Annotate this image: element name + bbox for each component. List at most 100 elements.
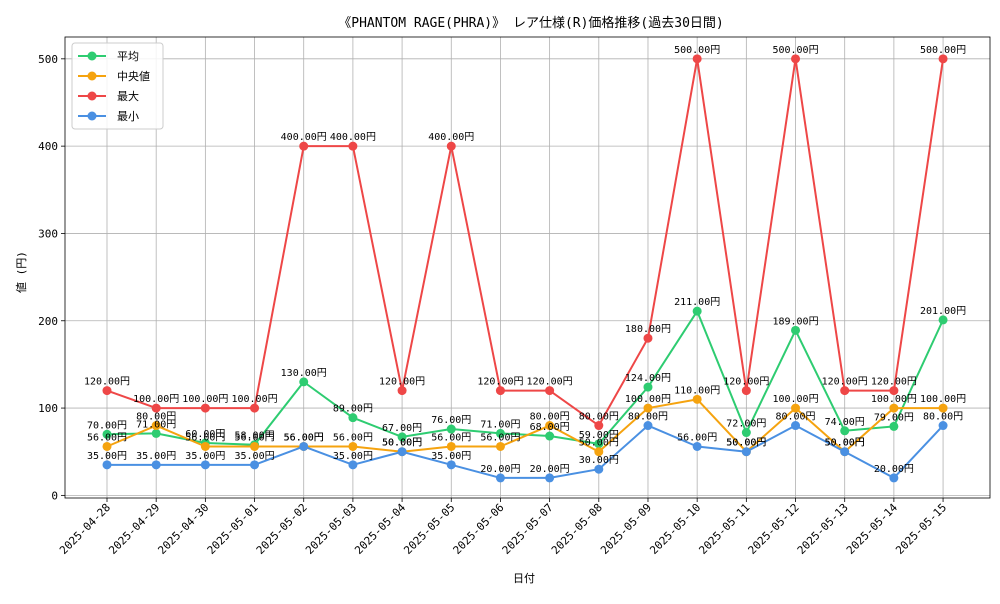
data-point <box>889 473 899 483</box>
data-point <box>741 386 751 396</box>
data-label: 70.00円 <box>87 420 127 431</box>
data-label: 89.00円 <box>333 404 373 415</box>
data-label: 400.00円 <box>428 132 474 143</box>
data-label: 80.00円 <box>530 412 570 423</box>
legend-item: 最大 <box>78 89 139 103</box>
data-label: 20.00円 <box>874 464 914 475</box>
data-label: 400.00円 <box>330 132 376 143</box>
data-label: 130.00円 <box>281 368 327 379</box>
data-label: 500.00円 <box>920 45 966 56</box>
data-point <box>299 377 309 387</box>
data-point <box>594 439 604 449</box>
data-point <box>397 447 407 457</box>
y-tick-label: 200 <box>38 315 58 328</box>
data-point <box>594 447 604 457</box>
data-label: 120.00円 <box>723 377 769 388</box>
data-point <box>938 421 948 431</box>
series-line <box>106 310 944 446</box>
legend-item: 中央値 <box>78 70 150 83</box>
data-point <box>151 421 161 431</box>
series-2 <box>102 54 948 431</box>
data-label: 400.00円 <box>281 132 327 143</box>
data-point <box>446 460 456 470</box>
legend-marker <box>87 91 97 101</box>
data-point <box>102 460 112 470</box>
data-point <box>545 473 555 483</box>
series-group <box>102 54 948 483</box>
data-point <box>348 413 358 423</box>
data-point <box>102 429 112 439</box>
y-tick-label: 100 <box>38 402 58 415</box>
data-label: 100.00円 <box>625 394 671 405</box>
legend-label: 平均 <box>117 50 139 63</box>
y-tick-label: 400 <box>38 140 58 153</box>
series-3 <box>102 421 948 483</box>
data-label: 79.00円 <box>874 412 914 423</box>
data-point <box>840 447 850 457</box>
data-point <box>741 447 751 457</box>
data-point <box>495 473 505 483</box>
data-label: 35.00円 <box>234 451 274 462</box>
data-point <box>348 141 358 151</box>
x-axis-label: 日付 <box>513 572 535 585</box>
data-point <box>250 403 260 413</box>
data-label: 50.00円 <box>382 438 422 449</box>
legend-marker <box>87 71 97 81</box>
data-point <box>151 460 161 470</box>
data-point <box>938 54 948 64</box>
data-point <box>200 460 210 470</box>
data-point <box>495 386 505 396</box>
data-label: 20.00円 <box>530 464 570 475</box>
data-point <box>397 432 407 442</box>
data-label: 56.00円 <box>284 432 324 443</box>
data-point <box>299 141 309 151</box>
data-label: 74.00円 <box>825 417 865 428</box>
data-label: 120.00円 <box>84 377 130 388</box>
data-label: 35.00円 <box>333 451 373 462</box>
data-point <box>545 421 555 431</box>
data-point <box>446 441 456 451</box>
data-point <box>250 441 260 451</box>
data-label: 59.00円 <box>579 430 619 441</box>
data-point <box>250 460 260 470</box>
data-point <box>495 441 505 451</box>
data-label: 120.00円 <box>527 377 573 388</box>
data-label: 56.00円 <box>480 432 520 443</box>
data-label: 180.00円 <box>625 324 671 335</box>
data-point <box>643 333 653 343</box>
data-point <box>938 403 948 413</box>
series-line <box>107 424 944 479</box>
data-point <box>692 441 702 451</box>
data-label: 56.00円 <box>234 432 274 443</box>
data-point <box>643 421 653 431</box>
data-point <box>200 403 210 413</box>
data-point <box>594 421 604 431</box>
data-point <box>889 421 899 431</box>
data-label: 211.00円 <box>674 297 720 308</box>
data-label: 500.00円 <box>674 45 720 56</box>
data-label: 35.00円 <box>431 451 471 462</box>
data-label: 189.00円 <box>772 316 818 327</box>
data-label: 100.00円 <box>133 394 179 405</box>
data-label: 71.00円 <box>136 419 176 430</box>
data-label: 35.00円 <box>185 451 225 462</box>
data-point <box>741 428 751 438</box>
y-axis-ticks: 0 100 200 300 400 500 <box>38 53 65 502</box>
data-label: 67.00円 <box>382 423 422 434</box>
data-label: 50.00円 <box>726 438 766 449</box>
data-label: 50.00円 <box>382 438 422 449</box>
data-labels: 70.00円 71.00円 60.00円 58.00円 130.00円 89.00円 67.… <box>84 45 966 475</box>
data-label: 80.00円 <box>579 412 619 423</box>
data-label: 100.00円 <box>231 394 277 405</box>
data-point <box>200 441 210 451</box>
data-label: 20.00円 <box>480 464 520 475</box>
y-tick-label: 300 <box>38 227 58 240</box>
data-label: 124.00円 <box>625 373 671 384</box>
data-point <box>791 403 801 413</box>
data-label: 120.00円 <box>871 377 917 388</box>
data-point <box>348 460 358 470</box>
data-point <box>692 54 702 64</box>
data-label: 56.00円 <box>185 432 225 443</box>
